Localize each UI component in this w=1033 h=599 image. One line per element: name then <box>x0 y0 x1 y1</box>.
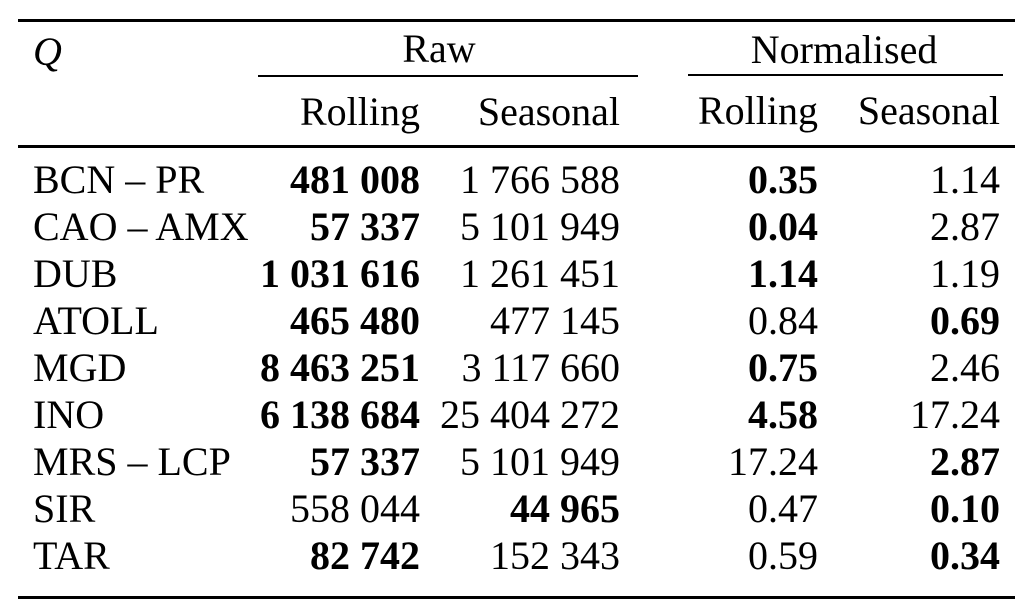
group-header-raw: Raw <box>258 20 639 77</box>
table-row: ATOLL 465 480 477 145 0.84 0.69 <box>18 297 1015 344</box>
cell-raw-rolling: 1 031 616 <box>260 251 420 296</box>
row-label: MGD <box>33 345 127 390</box>
table-row: TAR 82 742 152 343 0.59 0.34 <box>18 532 1015 598</box>
cell-norm-seasonal: 1.19 <box>930 251 1001 296</box>
row-label: INO <box>33 392 105 437</box>
col-header-normalised-rolling: Rolling <box>697 88 819 133</box>
table-row: BCN – PR 481 008 1 766 588 0.35 1.14 <box>18 147 1015 204</box>
cell-norm-rolling: 0.84 <box>748 298 819 343</box>
group-header-normalised: Normalised <box>688 21 1015 77</box>
column-gap <box>638 203 688 250</box>
results-table-container: Q Raw Normalised Rolling Seasonal Rollin… <box>18 19 1016 599</box>
cell-norm-rolling: 0.75 <box>748 345 819 390</box>
cell-norm-rolling: 0.47 <box>748 486 819 531</box>
table-row: MRS – LCP 57 337 5 101 949 17.24 2.87 <box>18 438 1015 485</box>
cell-raw-rolling: 481 008 <box>290 157 420 202</box>
table-row: MGD 8 463 251 3 117 660 0.75 2.46 <box>18 344 1015 391</box>
cell-raw-seasonal: 44 965 <box>510 486 621 531</box>
cell-norm-rolling: 17.24 <box>728 439 819 484</box>
col-header-normalised-seasonal: Seasonal <box>857 88 1001 133</box>
cell-raw-seasonal: 1 261 451 <box>460 251 621 296</box>
corner-label-q: Q <box>33 29 62 74</box>
table-row: DUB 1 031 616 1 261 451 1.14 1.19 <box>18 250 1015 297</box>
cell-norm-seasonal: 0.69 <box>930 298 1001 343</box>
cell-norm-rolling: 1.14 <box>748 251 819 296</box>
cell-raw-rolling: 57 337 <box>310 439 420 484</box>
cell-raw-rolling: 465 480 <box>290 298 420 343</box>
cell-raw-rolling: 8 463 251 <box>260 345 420 390</box>
table-header: Q Raw Normalised Rolling Seasonal Rollin… <box>18 20 1016 147</box>
row-label: SIR <box>33 486 96 531</box>
column-gap <box>638 391 688 438</box>
row-label: BCN – PR <box>33 157 205 202</box>
table-body: BCN – PR 481 008 1 766 588 0.35 1.14 CAO – AM… <box>18 147 1015 598</box>
cell-norm-rolling: 0.35 <box>748 157 819 202</box>
column-gap <box>638 344 688 391</box>
group-gap <box>638 21 688 147</box>
cell-raw-seasonal: 25 404 272 <box>440 392 621 437</box>
cell-raw-rolling: 82 742 <box>310 533 420 578</box>
cell-raw-seasonal: 3 117 660 <box>461 345 621 390</box>
col-header-raw-rolling: Rolling <box>299 88 420 134</box>
cell-norm-rolling: 0.04 <box>748 204 819 249</box>
cell-raw-seasonal: 5 101 949 <box>460 204 621 249</box>
table-row: CAO – AMX 57 337 5 101 949 0.04 2.87 <box>18 203 1015 250</box>
row-label: ATOLL <box>33 298 159 343</box>
cell-norm-rolling: 4.58 <box>748 392 819 437</box>
row-label: DUB <box>33 251 118 296</box>
cell-norm-seasonal: 1.14 <box>930 157 1001 202</box>
cell-norm-seasonal: 0.10 <box>930 486 1001 531</box>
row-label: CAO – AMX <box>33 204 249 249</box>
sub-header-row: Rolling Seasonal Rolling Seasonal <box>18 76 1015 147</box>
cell-raw-seasonal: 477 145 <box>490 298 621 343</box>
column-gap <box>638 147 688 204</box>
col-header-raw-seasonal: Seasonal <box>477 88 621 134</box>
table-row: SIR 558 044 44 965 0.47 0.10 <box>18 485 1015 532</box>
cell-raw-rolling: 6 138 684 <box>260 392 420 437</box>
cell-raw-rolling: 558 044 <box>290 486 420 531</box>
cell-norm-seasonal: 0.34 <box>930 533 1001 578</box>
results-table: Q Raw Normalised Rolling Seasonal Rollin… <box>18 19 1016 599</box>
cell-raw-seasonal: 1 766 588 <box>460 157 621 202</box>
cell-norm-seasonal: 2.87 <box>930 439 1001 484</box>
row-label: MRS – LCP <box>33 439 231 484</box>
column-gap <box>638 250 688 297</box>
cell-raw-seasonal: 5 101 949 <box>460 439 621 484</box>
row-label: TAR <box>33 533 110 578</box>
cell-norm-seasonal: 2.87 <box>930 204 1001 249</box>
cell-norm-rolling: 0.59 <box>748 533 819 578</box>
column-gap <box>638 485 688 532</box>
column-gap <box>638 438 688 485</box>
column-gap <box>638 532 688 598</box>
cell-raw-seasonal: 152 343 <box>490 533 621 578</box>
table-row: INO 6 138 684 25 404 272 4.58 17.24 <box>18 391 1015 438</box>
group-header-row: Q Raw Normalised <box>18 20 1015 77</box>
column-gap <box>638 297 688 344</box>
cell-norm-seasonal: 17.24 <box>910 392 1001 437</box>
cell-norm-seasonal: 2.46 <box>930 345 1001 390</box>
cell-raw-rolling: 57 337 <box>310 204 420 249</box>
